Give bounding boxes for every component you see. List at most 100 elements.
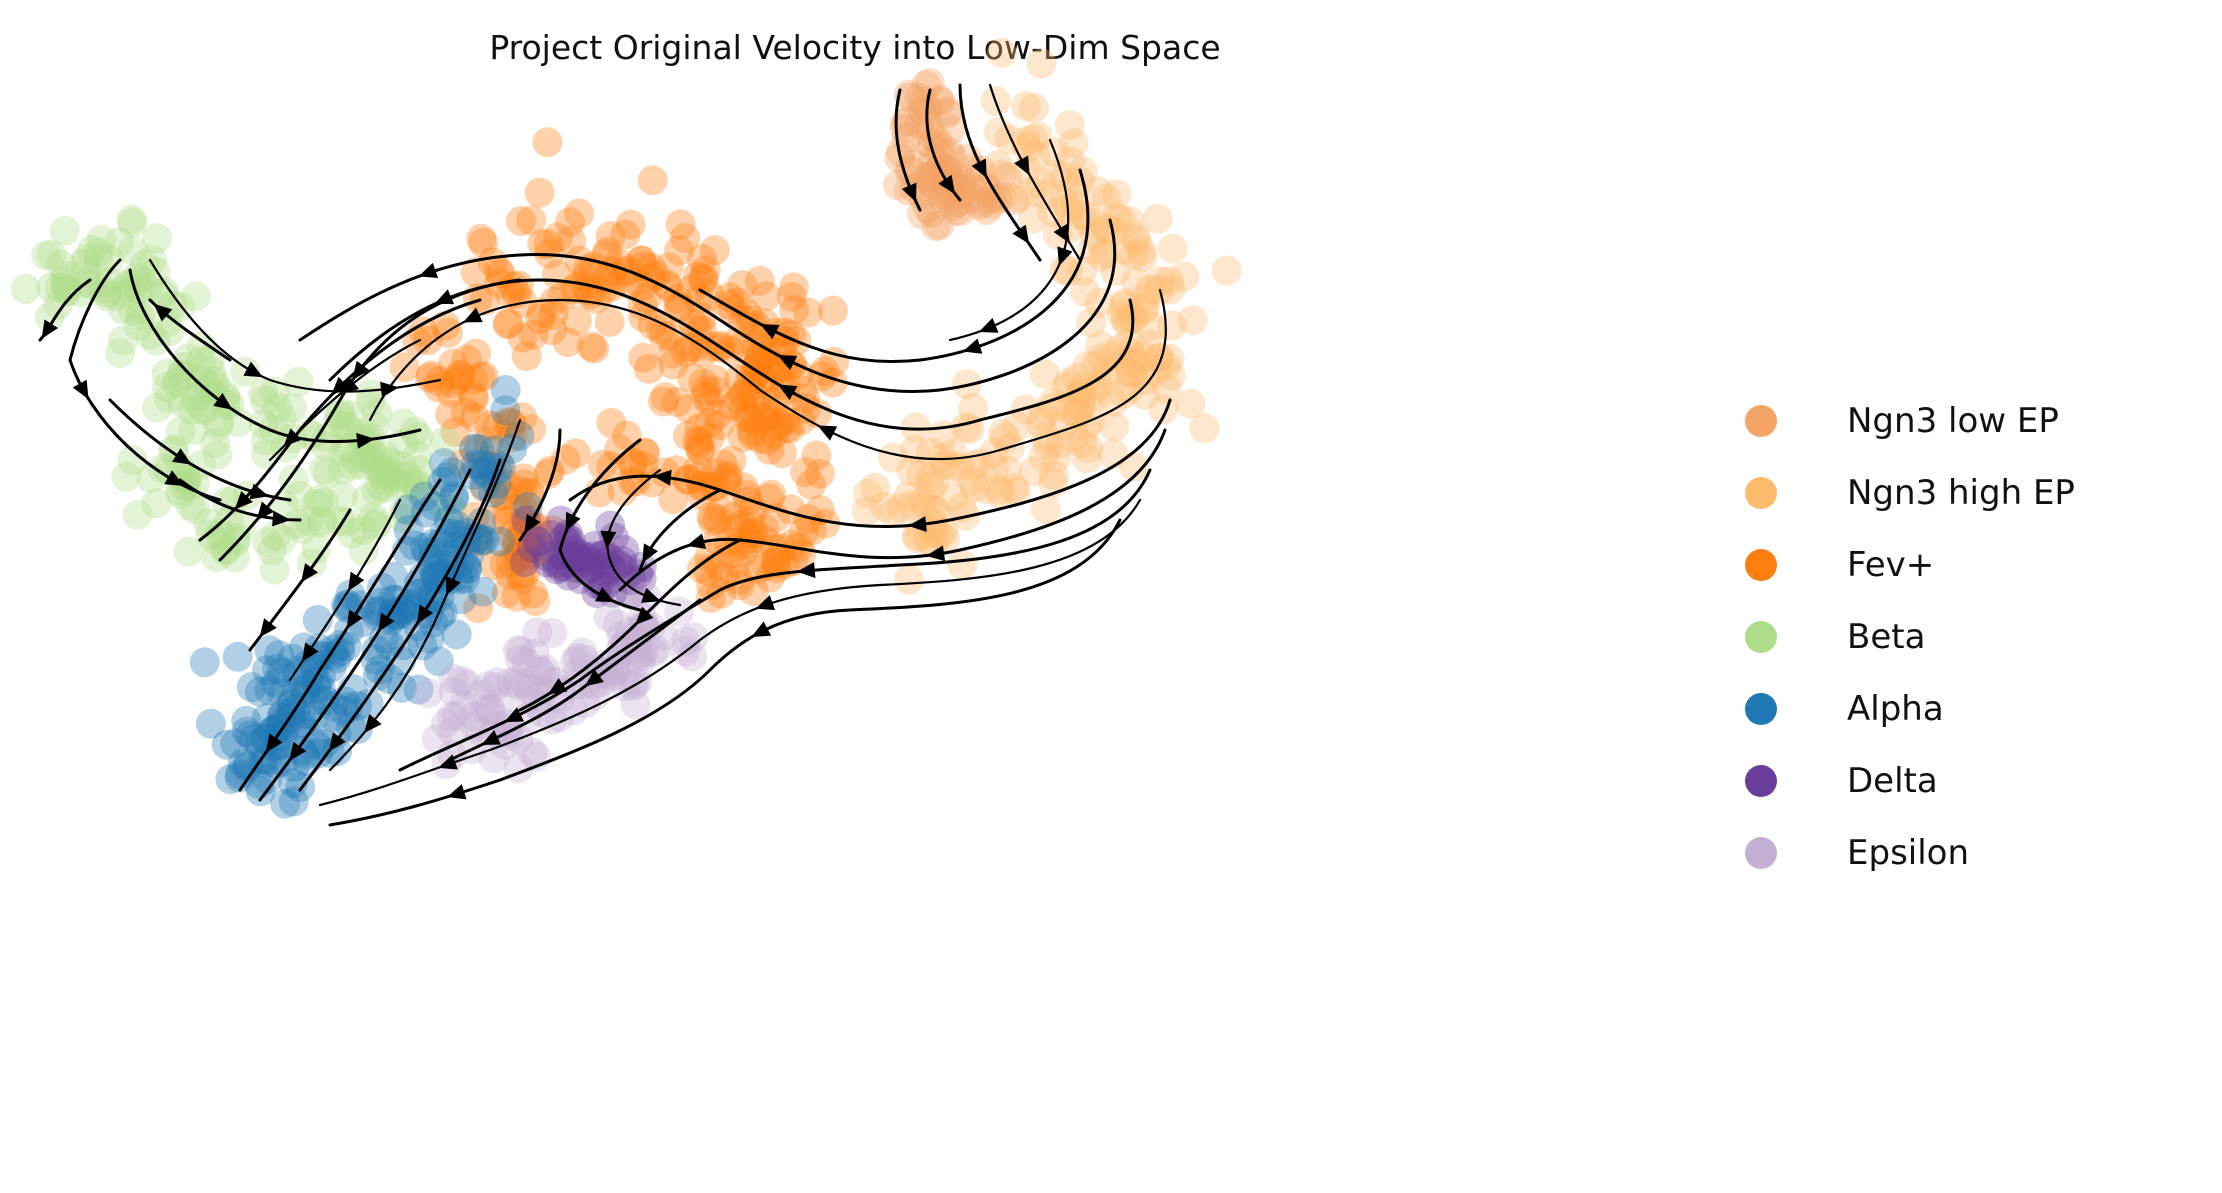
velocity-arrowhead: [796, 562, 816, 579]
cell-point: [421, 723, 452, 754]
cell-point: [294, 506, 325, 536]
cell-point: [915, 462, 945, 493]
velocity-arrowhead: [416, 604, 434, 625]
legend-swatch: [1745, 477, 1777, 509]
cell-point: [1076, 307, 1106, 338]
cell-point: [498, 271, 529, 302]
cell-point: [998, 473, 1029, 503]
cell-point: [577, 553, 608, 584]
cell-point: [716, 445, 747, 476]
cell-point: [496, 409, 527, 440]
cell-point: [1094, 358, 1125, 389]
cell-point: [1038, 460, 1069, 490]
cell-point: [1064, 392, 1095, 423]
cell-point: [549, 540, 580, 571]
cell-point: [694, 422, 725, 453]
velocity-arrowhead: [755, 595, 776, 611]
cell-point: [1129, 283, 1160, 314]
cell-point: [347, 450, 378, 481]
streamline: [398, 468, 1152, 772]
cell-point: [224, 762, 255, 793]
cell-point: [1041, 442, 1072, 473]
cell-point: [1098, 387, 1128, 418]
cell-point: [122, 499, 153, 530]
cell-point: [617, 448, 648, 479]
cell-point: [607, 476, 638, 507]
cell-point: [928, 516, 958, 547]
cell-point: [142, 392, 173, 423]
cell-point: [220, 542, 250, 573]
cell-point: [171, 464, 202, 495]
cell-point: [735, 357, 766, 388]
cell-point: [508, 469, 539, 500]
cell-point: [355, 445, 386, 476]
cell-point: [932, 98, 963, 129]
cell-point: [508, 463, 539, 494]
cell-point: [248, 748, 279, 779]
cell-point: [507, 564, 538, 595]
cell-point: [355, 386, 386, 417]
cell-point: [625, 648, 656, 679]
cell-point: [688, 338, 718, 368]
cell-point: [302, 605, 333, 635]
cell-point: [205, 518, 236, 549]
cell-point: [436, 518, 467, 549]
velocity-arrowhead: [434, 289, 455, 305]
legend-label: Alpha: [1847, 689, 1944, 729]
cell-point: [511, 341, 542, 372]
cell-point: [468, 361, 499, 392]
cell-point: [755, 371, 786, 402]
cell-point: [604, 434, 635, 465]
cell-point: [460, 711, 491, 742]
cell-point: [464, 434, 495, 464]
cell-point: [734, 402, 765, 433]
cell-point: [262, 653, 293, 684]
cell-point: [441, 700, 472, 731]
cell-point: [913, 165, 944, 195]
cell-point: [629, 437, 660, 468]
cell-point: [351, 484, 382, 515]
cell-point: [930, 524, 961, 554]
cell-point: [282, 675, 312, 706]
cell-point: [501, 278, 532, 309]
streamline: [368, 288, 1167, 461]
cell-point: [46, 249, 76, 280]
cell-point: [550, 522, 581, 553]
cell-point: [329, 436, 360, 467]
cell-point: [502, 635, 533, 666]
cell-point: [1025, 408, 1056, 439]
cell-point: [83, 244, 114, 274]
cell-point: [564, 198, 595, 229]
cell-point: [489, 549, 520, 579]
cell-point: [892, 106, 923, 137]
cell-point: [505, 644, 535, 675]
cell-point: [751, 550, 782, 581]
cell-point: [562, 305, 592, 336]
legend-item: Ngn3 low EP: [1745, 385, 2075, 457]
cell-point: [1069, 277, 1100, 307]
cell-point: [277, 689, 307, 720]
cell-point: [186, 346, 216, 377]
cell-point: [749, 513, 780, 544]
cell-point: [727, 537, 758, 568]
cell-point: [547, 281, 578, 312]
cell-point: [117, 235, 148, 266]
cell-point: [331, 411, 362, 442]
cell-point: [657, 338, 688, 369]
cell-point: [299, 700, 330, 731]
cell-point: [441, 619, 472, 650]
cell-point: [697, 505, 728, 536]
cell-point: [1135, 329, 1166, 360]
cell-point: [925, 86, 956, 117]
cell-point: [759, 419, 790, 450]
cell-point: [1038, 392, 1069, 423]
velocity-arrowhead: [153, 303, 173, 322]
cell-point: [465, 361, 496, 392]
streamline: [68, 258, 222, 502]
cell-point: [522, 526, 553, 557]
cell-point: [1105, 333, 1136, 364]
cell-point: [732, 402, 762, 433]
cell-point: [1119, 239, 1150, 270]
velocity-arrowhead: [348, 571, 365, 592]
cell-point: [578, 541, 609, 572]
